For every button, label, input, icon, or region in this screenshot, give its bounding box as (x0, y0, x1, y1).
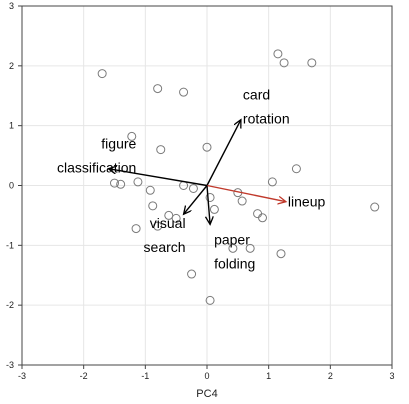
data-point (116, 179, 126, 189)
x-tick-label: -2 (80, 371, 88, 381)
y-tick-label: -1 (6, 240, 14, 250)
data-point (164, 210, 174, 220)
data-point (370, 202, 380, 212)
data-point (188, 183, 198, 193)
data-point (228, 243, 238, 253)
loading-arrow (184, 185, 208, 215)
data-point (145, 185, 155, 195)
data-point (153, 84, 163, 94)
vector-label: paper (214, 231, 250, 247)
y-tick-label: 2 (9, 61, 14, 71)
data-point (131, 224, 141, 234)
data-point (253, 209, 263, 219)
data-points (97, 49, 380, 305)
data-point (127, 131, 137, 141)
data-point (97, 69, 107, 79)
vector-label: visual (150, 215, 186, 231)
data-point (237, 196, 247, 206)
data-point (153, 221, 163, 231)
vector-label: card (243, 87, 270, 103)
vector-label: classification (57, 160, 136, 176)
vector-label: lineup (288, 194, 326, 210)
data-point (307, 58, 317, 68)
data-point (179, 87, 189, 97)
x-tick-label: -1 (141, 371, 149, 381)
x-tick-label: 1 (266, 371, 271, 381)
data-point (273, 49, 283, 59)
vector-label: figure (101, 136, 136, 152)
y-tick-label: -3 (6, 360, 14, 370)
x-axis-ticks: -3 -2 -1 0 1 2 3 (18, 365, 395, 381)
data-point (202, 142, 212, 152)
data-point (209, 204, 219, 214)
data-point (171, 213, 181, 223)
data-point (245, 243, 255, 253)
x-tick-label: 3 (389, 371, 394, 381)
data-point (258, 213, 267, 223)
x-tick-label: -3 (18, 371, 26, 381)
loading-arrow (207, 185, 210, 225)
data-point (205, 192, 215, 202)
y-tick-label: 1 (9, 121, 14, 131)
data-point (110, 178, 119, 188)
y-tick-label: -2 (6, 300, 14, 310)
x-axis-title: PC4 (196, 388, 217, 400)
vector-label: rotation (243, 111, 290, 127)
data-point (267, 177, 277, 187)
data-point (205, 295, 215, 305)
vector-label: folding (214, 255, 255, 271)
data-point (279, 58, 289, 68)
data-point (148, 201, 158, 211)
vector-label: search (144, 239, 186, 255)
data-point (291, 164, 301, 174)
x-tick-label: 0 (204, 371, 209, 381)
data-point (276, 249, 286, 259)
loading-arrow (108, 169, 208, 187)
loading-arrow (206, 120, 241, 186)
y-axis-ticks: -3 -2 -1 0 1 2 3 (6, 1, 22, 370)
y-tick-label: 0 (9, 181, 14, 191)
data-point (156, 145, 166, 155)
data-point (133, 177, 143, 187)
data-point (187, 269, 197, 279)
loading-vectors: card rotation figure classification lineup vi… (57, 87, 326, 272)
x-tick-label: 2 (328, 371, 333, 381)
loading-arrow (206, 184, 286, 202)
y-tick-label: 3 (9, 1, 14, 11)
